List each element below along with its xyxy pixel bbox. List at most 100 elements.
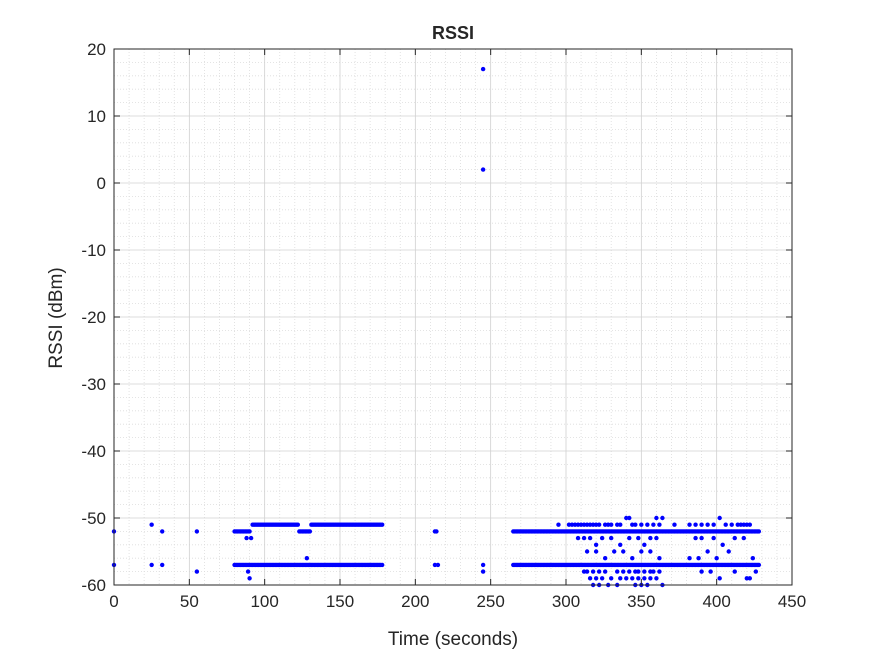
data-point	[480, 66, 486, 72]
data-point	[705, 522, 710, 527]
data-point	[639, 549, 644, 554]
data-point	[741, 535, 746, 541]
y-tick-label: 10	[87, 107, 106, 126]
data-point	[705, 549, 710, 554]
data-point	[696, 556, 701, 561]
data-point	[735, 522, 740, 527]
data-point	[149, 522, 154, 527]
data-point	[654, 576, 659, 581]
x-tick-label: 300	[552, 592, 580, 611]
data-point	[569, 522, 575, 527]
data-point	[602, 522, 608, 527]
data-point	[615, 569, 620, 574]
data-point	[572, 522, 578, 527]
data-point	[307, 529, 313, 534]
data-point	[584, 569, 590, 574]
data-point	[584, 549, 590, 554]
data-point	[304, 556, 310, 561]
x-tick-label: 100	[250, 592, 278, 611]
data-point	[648, 549, 653, 554]
data-point	[480, 167, 486, 172]
data-point	[295, 522, 301, 527]
data-point	[639, 522, 644, 527]
data-point	[593, 522, 599, 527]
data-point	[618, 542, 623, 547]
data-point	[194, 529, 200, 534]
y-tick-label: -20	[81, 308, 106, 327]
data-point	[609, 535, 614, 541]
data-point	[741, 522, 746, 527]
data-point	[642, 542, 647, 547]
data-point	[590, 522, 596, 527]
data-point	[575, 522, 581, 527]
data-point	[593, 542, 599, 547]
x-tick-label: 50	[180, 592, 199, 611]
data-point	[609, 576, 614, 581]
chart-title: RSSI	[432, 23, 474, 43]
data-point	[432, 562, 438, 568]
x-tick-label: 350	[627, 592, 655, 611]
data-point	[732, 535, 737, 541]
data-point	[556, 522, 561, 527]
data-point	[693, 535, 698, 541]
data-point	[744, 522, 749, 527]
data-point	[654, 535, 659, 541]
x-tick-label: 150	[326, 592, 354, 611]
data-point	[651, 522, 656, 527]
data-point	[615, 522, 620, 527]
data-point	[160, 562, 165, 568]
data-point	[621, 569, 626, 574]
data-point	[584, 522, 590, 527]
data-point	[687, 556, 692, 561]
y-tick-label: -30	[81, 375, 106, 394]
data-point	[723, 522, 728, 527]
data-point	[693, 522, 698, 527]
data-point	[717, 515, 722, 521]
data-point	[654, 515, 659, 521]
data-point	[621, 549, 626, 554]
data-point	[642, 576, 647, 581]
data-point	[248, 535, 254, 541]
data-point	[648, 569, 653, 574]
data-point	[599, 576, 605, 581]
data-point	[657, 522, 662, 527]
data-point	[630, 576, 635, 581]
data-point	[575, 535, 581, 541]
data-point	[480, 562, 486, 568]
data-point	[160, 529, 165, 534]
data-point	[720, 542, 725, 547]
data-point	[756, 562, 762, 568]
data-point	[636, 576, 641, 581]
data-point	[630, 522, 635, 527]
data-point	[609, 522, 614, 527]
data-point	[747, 522, 753, 527]
x-tick-label: 450	[778, 592, 806, 611]
data-point	[732, 569, 737, 574]
data-point	[651, 569, 656, 574]
data-point	[711, 522, 716, 527]
data-point	[756, 529, 762, 534]
x-tick-label: 200	[401, 592, 429, 611]
data-point	[244, 535, 249, 541]
data-point	[247, 529, 252, 534]
data-point	[581, 569, 587, 574]
data-point	[627, 569, 632, 574]
data-point	[657, 556, 662, 561]
data-point	[612, 549, 617, 554]
data-point	[602, 569, 608, 574]
data-point	[627, 535, 632, 541]
data-point	[714, 556, 719, 561]
data-point	[618, 522, 623, 527]
data-point	[578, 522, 584, 527]
data-point	[747, 576, 753, 581]
data-point	[645, 522, 650, 527]
data-point	[744, 576, 749, 581]
data-point	[636, 535, 641, 541]
y-tick-label: -10	[81, 241, 106, 260]
data-point	[599, 535, 605, 541]
data-point	[633, 569, 638, 574]
data-point	[648, 535, 653, 541]
x-axis-label: Time (seconds)	[388, 629, 518, 650]
data-point	[753, 569, 759, 574]
data-point	[633, 522, 638, 527]
